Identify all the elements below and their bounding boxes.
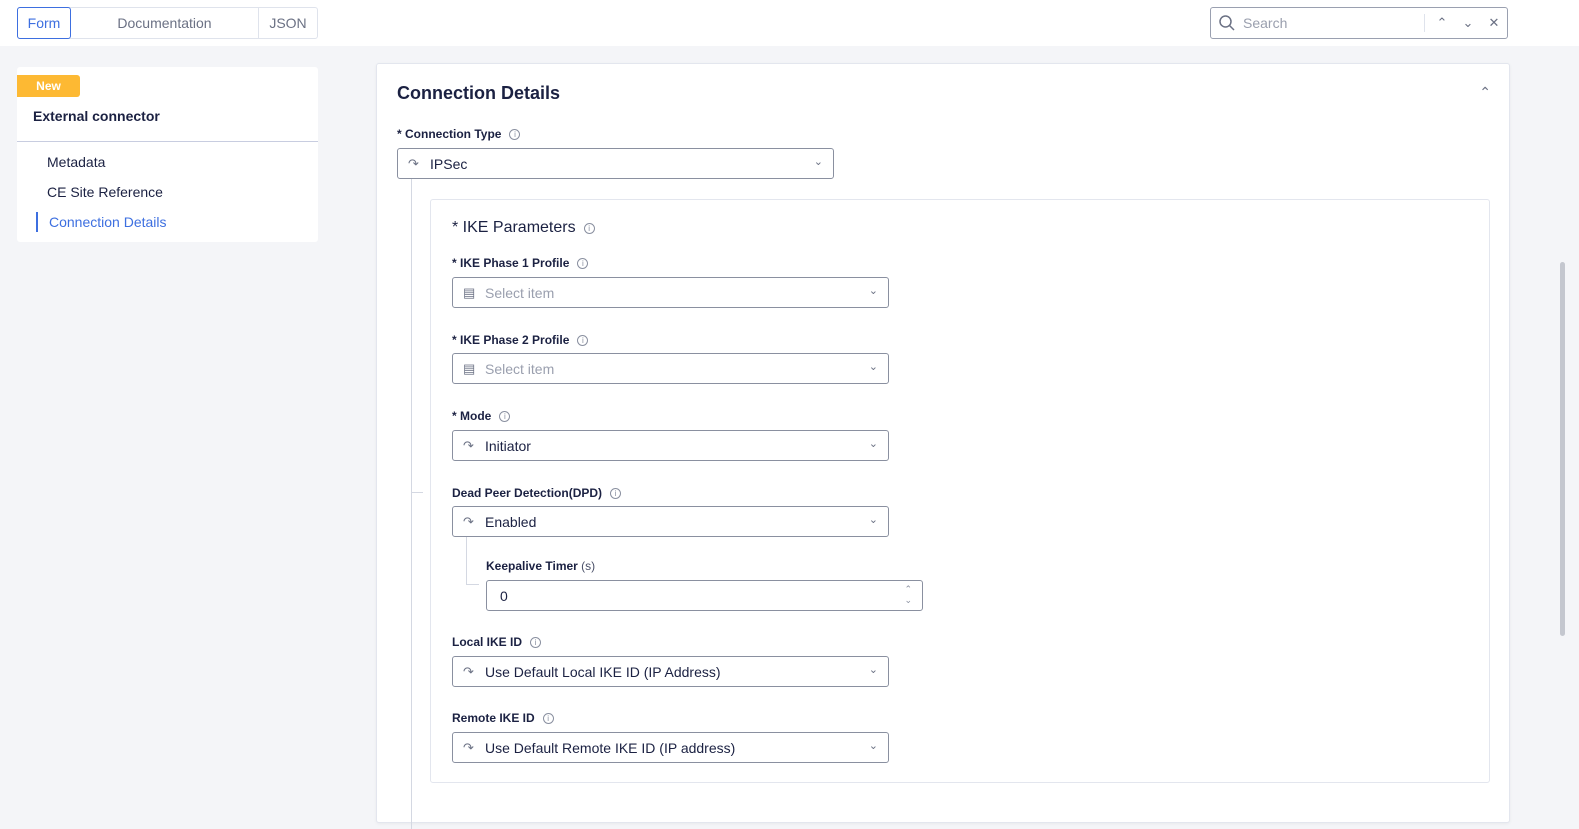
chevron-down-icon: ⌄ [868,664,878,676]
info-icon[interactable]: i [583,223,595,234]
info-icon[interactable]: i [499,411,511,422]
label-text: * IKE Phase 2 Profile [452,333,570,347]
label-text: Dead Peer Detection(DPD) [452,486,603,500]
top-bar: Form Documentation JSON ⌃ ⌄ ✕ [0,0,1579,46]
tab-json[interactable]: JSON [269,15,307,31]
info-icon[interactable]: i [577,335,589,346]
unit-text: (s) [581,559,596,573]
remote-ike-id-label: Remote IKE ID i [452,711,554,725]
choice-icon: ↷ [408,155,419,171]
select-placeholder: Select item [485,360,555,377]
section-title: Connection Details [397,83,561,103]
connection-type-select[interactable]: ↷ IPSec ⌄ [397,148,834,179]
label-text: * Connection Type [397,127,502,141]
label-text: Local IKE ID [452,635,523,649]
select-value: Enabled [485,513,537,530]
tree-line [411,179,412,829]
sidebar-item-connection-details[interactable]: Connection Details [49,214,167,230]
next-match-icon[interactable]: ⌄ [1462,15,1474,30]
info-icon[interactable]: i [577,258,589,269]
title-text: * IKE Parameters [452,219,576,236]
label-text: Keepalive Timer [486,559,578,573]
dpd-label: Dead Peer Detection(DPD) i [452,486,622,500]
chevron-down-icon: ⌄ [868,438,878,450]
close-icon[interactable]: ✕ [1488,15,1500,30]
connection-details-section: Connection Details ⌃ * Connection Type i … [376,63,1510,829]
remote-ike-id-select[interactable]: ↷ Use Default Remote IKE ID (IP address) ⌄ [452,732,889,763]
mode-select[interactable]: ↷ Initiator ⌄ [452,430,889,461]
tree-line [466,584,479,585]
info-icon[interactable]: i [610,488,622,499]
local-ike-id-select[interactable]: ↷ Use Default Local IKE ID (IP Address) ⌄ [452,656,889,687]
stepper-icon[interactable]: ⌃ ⌄ [904,584,912,605]
connection-type-label: * Connection Type i [397,127,521,141]
search-box: ⌃ ⌄ ✕ [1210,7,1508,39]
select-value: IPSec [430,155,468,172]
select-placeholder: Select item [485,284,555,301]
ike-phase2-label: * IKE Phase 2 Profile i [452,333,589,347]
sidebar-item-ce-site-reference[interactable]: CE Site Reference [47,184,163,200]
select-value: Use Default Remote IKE ID (IP address) [485,739,736,756]
label-text: * Mode [452,409,492,423]
mode-label: * Mode i [452,409,511,423]
divider [17,141,318,142]
chevron-down-icon: ⌄ [868,514,878,526]
tree-line [411,492,423,493]
keepalive-input[interactable]: 0 ⌃ ⌄ [486,580,923,611]
scrollbar[interactable] [1560,262,1565,636]
list-add-icon: ▤ [463,360,476,376]
chevron-down-icon: ⌄ [868,740,878,752]
active-indicator [36,212,38,232]
select-value: Use Default Local IKE ID (IP Address) [485,663,721,680]
choice-icon: ↷ [463,437,474,453]
choice-icon: ↷ [463,513,474,529]
sidebar: New External connector Metadata CE Site … [17,67,318,242]
search-input[interactable] [1243,15,1424,31]
info-icon[interactable]: i [530,637,542,648]
ike-parameters-panel: * IKE Parameters i * IKE Phase 1 Profile i… [430,199,1490,783]
dpd-select[interactable]: ↷ Enabled ⌄ [452,506,889,537]
tab-form[interactable]: Form [17,7,71,39]
chevron-down-icon: ⌄ [868,285,878,297]
keepalive-label: Keepalive Timer (s) [486,559,595,573]
info-icon[interactable]: i [542,713,554,724]
ike-parameters-title: * IKE Parameters i [452,219,595,237]
collapse-icon[interactable]: ⌃ [1479,84,1491,100]
list-add-icon: ▤ [463,284,476,300]
tree-line [466,537,467,585]
ike-phase1-label: * IKE Phase 1 Profile i [452,256,589,270]
choice-icon: ↷ [463,739,474,755]
label-text: Remote IKE ID [452,711,535,725]
local-ike-id-label: Local IKE ID i [452,635,542,649]
sidebar-title: External connector [33,108,160,124]
divider [1424,14,1425,32]
choice-icon: ↷ [463,663,474,679]
tab-documentation[interactable]: Documentation [71,8,259,38]
select-value: Initiator [485,437,531,454]
ike-phase1-select[interactable]: ▤ Select item ⌄ [452,277,889,308]
ike-phase2-select[interactable]: ▤ Select item ⌄ [452,353,889,384]
input-value: 0 [500,587,508,604]
status-badge: New [17,75,80,97]
previous-match-icon[interactable]: ⌃ [1436,15,1448,30]
chevron-down-icon: ⌄ [868,361,878,373]
info-icon[interactable]: i [509,129,521,140]
search-icon [1219,15,1235,31]
chevron-down-icon: ⌄ [813,156,823,168]
view-tabs: Form Documentation JSON [17,7,318,39]
sidebar-item-metadata[interactable]: Metadata [47,154,106,170]
label-text: * IKE Phase 1 Profile [452,256,570,270]
